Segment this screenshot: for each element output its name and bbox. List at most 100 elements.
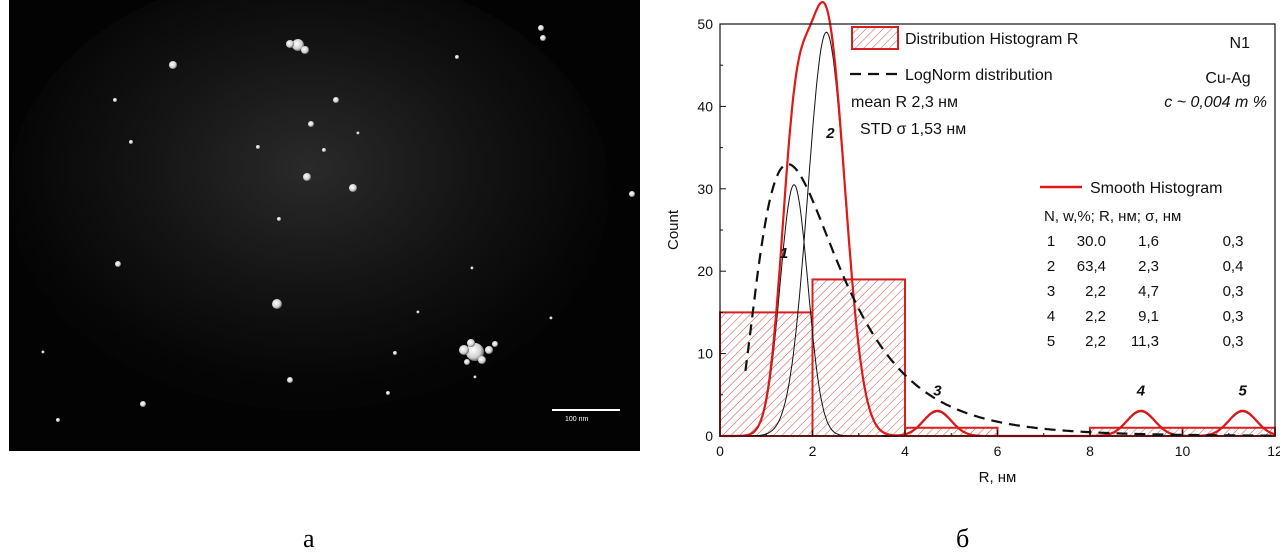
x-tick-label: 4	[901, 443, 909, 459]
nanoparticle	[56, 418, 60, 422]
histogram-bar	[719, 311, 814, 437]
y-axis-title: Count	[665, 209, 682, 250]
nanoparticle	[629, 191, 635, 197]
nanoparticle	[455, 55, 459, 59]
nanoparticle	[169, 61, 177, 69]
sample-label: Cu-Ag	[1205, 70, 1250, 87]
y-tick-label: 20	[697, 263, 713, 279]
peak-label-1: 1	[780, 245, 788, 262]
nanoparticle	[322, 148, 326, 152]
background-glow	[9, 0, 609, 410]
table-cell: 1	[1047, 233, 1055, 250]
nanoparticle	[115, 261, 121, 267]
nanoparticle	[113, 98, 117, 102]
panel-label: N1	[1230, 35, 1251, 52]
table-cell: 2,2	[1085, 333, 1106, 350]
y-tick-label: 0	[705, 428, 713, 444]
concentration-label: c ~ 0,004 m %	[1164, 94, 1267, 111]
x-tick-label: 12	[1267, 443, 1280, 459]
x-axis-title: R, нм	[979, 469, 1017, 486]
nanoparticle	[292, 39, 304, 51]
micrograph-particles: 100 nm	[9, 0, 635, 423]
table-cell: 2	[1047, 258, 1055, 275]
legend-histogram-swatch	[851, 26, 899, 50]
table-cell: 5	[1047, 333, 1055, 350]
x-tick-label: 10	[1175, 443, 1191, 459]
nanoparticle	[286, 40, 294, 48]
nanoparticle	[416, 310, 420, 314]
legend-smooth-label: Smooth Histogram	[1090, 180, 1223, 197]
nanoparticle	[478, 356, 486, 364]
nanoparticle	[467, 339, 475, 347]
caption-right: б	[956, 524, 970, 553]
tem-micrograph: 100 nm	[9, 0, 640, 451]
table-cell: 2,3	[1138, 258, 1159, 275]
table-cell: 3	[1047, 283, 1055, 300]
y-tick-label: 10	[697, 346, 713, 362]
x-tick-label: 0	[716, 443, 724, 459]
nanoparticle	[540, 35, 546, 41]
mean-label: mean R 2,3 нм	[851, 94, 958, 111]
table-cell: 4	[1047, 308, 1055, 325]
table-cell: 9,1	[1138, 308, 1159, 325]
nanoparticle	[464, 359, 470, 365]
table-cell: 63,4	[1077, 258, 1106, 275]
nanoparticle	[277, 217, 281, 221]
x-tick-label: 8	[1086, 443, 1094, 459]
x-tick-label: 2	[809, 443, 817, 459]
nanoparticle	[466, 343, 484, 361]
nanoparticle	[538, 25, 544, 31]
nanoparticle	[140, 401, 146, 407]
peak-label-2: 2	[825, 125, 835, 142]
table-cell: 0,3	[1223, 283, 1244, 300]
legend-lognorm-label: LogNorm distribution	[905, 67, 1053, 84]
nanoparticle	[459, 345, 469, 355]
lognorm-curve	[744, 163, 1275, 437]
nanoparticle	[356, 131, 360, 135]
nanoparticle	[129, 140, 133, 144]
nanoparticle	[303, 173, 311, 181]
caption-left: а	[303, 524, 315, 553]
nanoparticle	[287, 377, 293, 383]
nanoparticle	[308, 121, 314, 127]
nanoparticle	[485, 346, 493, 354]
table-cell: 2,2	[1085, 283, 1106, 300]
table-header: N, w,%; R, нм; σ, нм	[1044, 208, 1181, 225]
table-cell: 0,3	[1223, 333, 1244, 350]
nanoparticle	[41, 350, 45, 354]
nanoparticle	[473, 375, 477, 379]
legend-histogram-label: Distribution Histogram R	[905, 31, 1078, 48]
peak-label-3: 3	[933, 382, 942, 399]
component-table: N, w,%; R, нм; σ, нм 1 30.0 1,6 0,3 2 63,4 2,3 0…	[1044, 208, 1243, 350]
table-cell: 30.0	[1077, 233, 1106, 250]
nanoparticle	[470, 266, 474, 270]
y-tick-label: 50	[697, 16, 713, 32]
plot-area: 1 2 3 4 5	[719, 0, 1276, 438]
table-cell: 0,3	[1223, 308, 1244, 325]
scale-bar-label: 100 nm	[565, 416, 589, 423]
y-tick-label: 40	[697, 98, 713, 114]
table-cell: 2,2	[1085, 308, 1106, 325]
nanoparticle	[301, 46, 309, 54]
nanoparticle	[492, 341, 498, 347]
peak-label-4: 4	[1136, 382, 1146, 399]
y-tick-label: 30	[697, 181, 713, 197]
table-cell: 1,6	[1138, 233, 1159, 250]
table-cell: 0,4	[1223, 258, 1244, 275]
nanoparticle	[333, 97, 339, 103]
x-tick-label: 6	[994, 443, 1002, 459]
std-label: STD σ 1,53 нм	[860, 121, 966, 138]
peak-label-5: 5	[1238, 382, 1247, 399]
histogram-bar	[811, 278, 906, 437]
nanoparticle	[349, 184, 357, 192]
table-cell: 4,7	[1138, 283, 1159, 300]
table-cell: 11,3	[1131, 333, 1159, 350]
nanoparticle	[549, 316, 553, 320]
nanoparticle	[256, 145, 260, 149]
nanoparticle	[393, 351, 397, 355]
nanoparticle	[272, 299, 282, 309]
table-cell: 0,3	[1223, 233, 1244, 250]
nanoparticle	[386, 391, 390, 395]
